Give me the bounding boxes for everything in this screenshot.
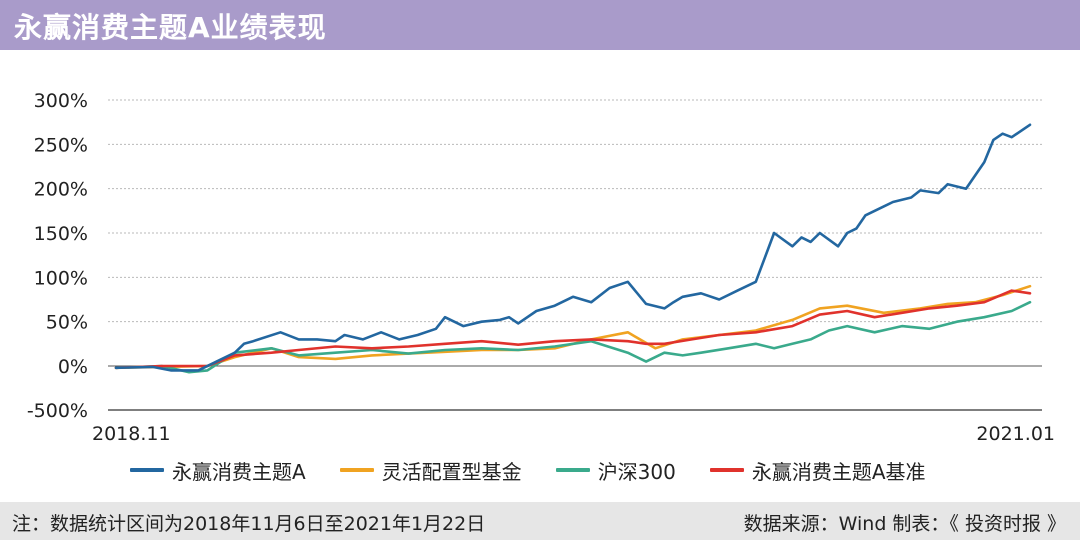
- footer-note: 注：数据统计区间为2018年11月6日至2021年1月22日: [12, 513, 486, 535]
- y-tick-label: 50%: [46, 312, 88, 334]
- legend-swatch: [339, 468, 374, 472]
- legend-item: 永赢消费主题A: [130, 456, 306, 485]
- series-line-1: [114, 123, 1032, 372]
- title-bar: 永赢消费主题A业绩表现: [0, 0, 1080, 50]
- legend-label: 永赢消费主题A: [172, 459, 306, 484]
- chart-title: 永赢消费主题A业绩表现: [14, 11, 327, 44]
- y-tick-label: 250%: [34, 134, 88, 156]
- chart-legend: 永赢消费主题A 灵活配置型基金 沪深300 永赢消费主题A基准: [130, 454, 1030, 486]
- legend-label: 永赢消费主题A基准: [751, 459, 926, 484]
- legend-item: 永赢消费主题A基准: [709, 456, 926, 485]
- legend-swatch: [709, 468, 744, 472]
- y-tick-label: 100%: [34, 267, 88, 289]
- line-chart: 300% 250% 200% 150% 100% 50% 0% -500%2018.11 202…: [27, 90, 1055, 445]
- footer-bar: 注：数据统计区间为2018年11月6日至2021年1月22日 数据来源：Wind…: [0, 502, 1080, 540]
- legend-item: 灵活配置型基金: [339, 456, 522, 485]
- footer-source: 数据来源：Wind 制表：《 投资时报 》: [743, 513, 1066, 535]
- legend-label: 灵活配置型基金: [381, 459, 522, 484]
- y-tick-label: 150%: [34, 223, 88, 245]
- legend-swatch: [130, 468, 164, 472]
- y-tick-label: 0%: [58, 356, 88, 378]
- legend-swatch: [555, 468, 590, 472]
- legend-label: 沪深300: [597, 459, 676, 484]
- y-tick-label: 200%: [34, 179, 88, 201]
- chart-area: 300% 250% 200% 150% 100% 50% 0% -500% 2018.11 202…: [0, 50, 1080, 502]
- legend-item: 沪深300: [555, 456, 676, 485]
- x-tick-label: 2021.01: [976, 423, 1055, 445]
- series-line-4: [114, 289, 1032, 370]
- y-tick-label: -500%: [27, 400, 88, 422]
- y-tick-label: 300%: [34, 90, 88, 112]
- x-tick-label: 2018.11: [92, 423, 171, 445]
